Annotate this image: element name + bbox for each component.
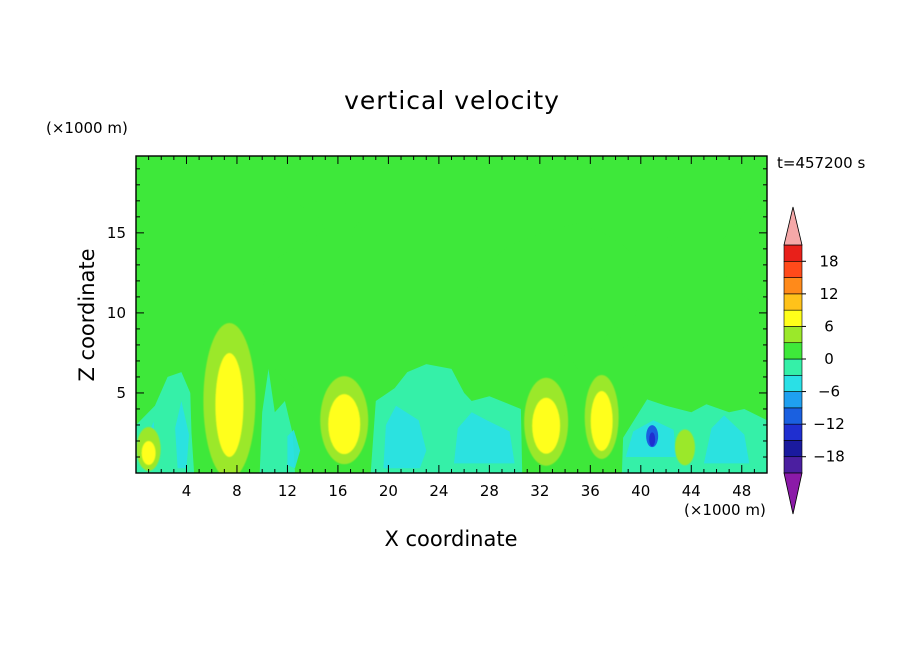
x-tick-label: 24 xyxy=(429,482,448,500)
colorbar-bin xyxy=(783,260,803,278)
updraft-core xyxy=(215,352,244,457)
chart-title: vertical velocity xyxy=(344,86,560,115)
colorbar-tick-label: 12 xyxy=(819,285,838,303)
downdraft-region xyxy=(703,415,750,464)
updraft-region xyxy=(666,229,677,246)
colorbar-bin xyxy=(783,407,803,425)
downdraft-region xyxy=(175,401,189,469)
colorbar: 18 12 6 0 −6 −12 −18 xyxy=(783,206,845,515)
colorbar-bin xyxy=(783,244,803,262)
time-label: t=457200 s xyxy=(777,154,866,172)
x-tick-label: 4 xyxy=(182,482,192,500)
x-tick-label: 20 xyxy=(379,482,398,500)
x-tick-label: 36 xyxy=(581,482,600,500)
x-axis-label: X coordinate xyxy=(384,527,518,551)
colorbar-tick-label: −6 xyxy=(818,383,840,401)
updraft-core xyxy=(141,440,156,465)
x-tick-label: 28 xyxy=(480,482,499,500)
updraft-region xyxy=(300,200,354,211)
colorbar-bin xyxy=(783,277,803,295)
downdraft-region xyxy=(454,412,515,464)
colorbar-bin xyxy=(783,440,803,458)
y-tick-label: 10 xyxy=(107,304,126,322)
colorbar-bin xyxy=(783,309,803,327)
x-tick-label: 48 xyxy=(732,482,751,500)
colorbar-tick-label: 0 xyxy=(824,350,834,368)
colorbar-bin xyxy=(783,293,803,311)
colorbar-bin xyxy=(783,326,803,344)
colorbar-bin xyxy=(783,391,803,409)
colorbar-lower-extension xyxy=(783,472,803,515)
downdraft-region xyxy=(287,429,301,469)
colorbar-bin xyxy=(783,342,803,360)
y-axis-unit: (×1000 m) xyxy=(46,119,128,137)
x-tick-label: 40 xyxy=(631,482,650,500)
downdraft-region xyxy=(259,368,295,473)
x-axis-unit: (×1000 m) xyxy=(684,501,766,519)
updraft-core xyxy=(328,394,361,455)
updraft-core xyxy=(674,429,695,466)
x-tick-label: 44 xyxy=(682,482,701,500)
colorbar-bin xyxy=(783,456,803,474)
colorbar-tick-label: 6 xyxy=(824,317,834,335)
x-tick-label: 16 xyxy=(328,482,347,500)
x-tick-label: 12 xyxy=(278,482,297,500)
y-tick-label: 15 xyxy=(107,224,126,242)
downdraft-core xyxy=(649,432,656,447)
contour-field xyxy=(136,156,767,473)
colorbar-bin xyxy=(783,358,803,376)
updraft-core xyxy=(532,397,561,454)
updraft-region xyxy=(351,221,364,243)
colorbar-bin xyxy=(783,423,803,441)
x-tick-label: 32 xyxy=(530,482,549,500)
colorbar-tick-label: 18 xyxy=(819,252,838,270)
updraft-region xyxy=(711,192,767,313)
colorbar-bin xyxy=(783,374,803,392)
downdraft-region xyxy=(383,405,427,469)
colorbar-upper-extension xyxy=(783,206,803,246)
colorbar-tick-label: −12 xyxy=(813,415,845,433)
updraft-core xyxy=(590,390,613,451)
x-tick-label: 8 xyxy=(232,482,242,500)
y-tick-label: 5 xyxy=(116,384,126,402)
colorbar-tick-label: −18 xyxy=(813,448,845,466)
